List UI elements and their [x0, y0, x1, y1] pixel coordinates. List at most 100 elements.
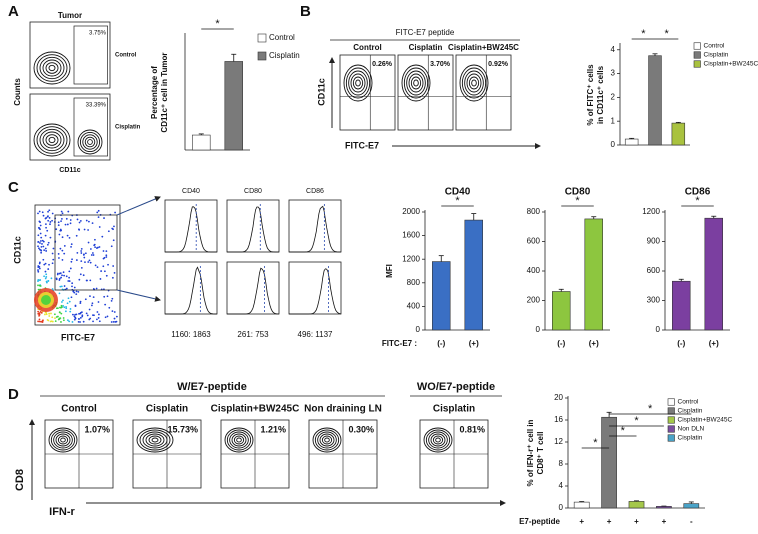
density-dot: [44, 277, 47, 280]
density-dot: [60, 276, 63, 279]
density-dot: [57, 253, 60, 255]
density-dot: [53, 313, 56, 316]
density-dot: [73, 318, 76, 321]
density-dot: [82, 274, 85, 277]
legend-swatch: [667, 398, 675, 406]
density-dot: [70, 243, 73, 246]
density-dot: [110, 299, 113, 302]
y-tick-label: 2000: [402, 207, 420, 216]
density-dot: [97, 317, 100, 319]
axis-label: CD11c: [59, 167, 81, 174]
gate-percent: 3.75%: [89, 31, 107, 37]
y-tick-label: 0: [611, 140, 616, 149]
gate-percent: 0.81%: [459, 424, 485, 434]
density-dot: [60, 306, 62, 309]
density-dot: [91, 222, 94, 225]
chart-title: CD40: [445, 187, 471, 198]
density-dot: [38, 262, 41, 265]
legend-label: Control: [678, 399, 700, 406]
density-dot: [84, 261, 86, 264]
density-dot: [94, 238, 96, 241]
x-axis-label: E7-peptide: [519, 517, 560, 526]
y-tick-label: 400: [527, 266, 541, 275]
gate-percent: 1.21%: [260, 424, 286, 434]
contour: [343, 64, 373, 102]
density-dot: [89, 279, 92, 282]
density-dot: [57, 221, 60, 224]
contour: [148, 435, 162, 445]
density-dot: [79, 273, 82, 276]
contour: [39, 128, 65, 152]
y-axis-label: Percentage of: [150, 66, 159, 119]
density-dot: [72, 290, 75, 293]
density-dot: [87, 241, 90, 244]
density-dot: [61, 212, 64, 215]
axis-label: CD11c: [12, 236, 22, 264]
contour: [352, 76, 364, 90]
density-dot: [68, 270, 71, 273]
density-dot: [80, 248, 83, 250]
contour: [79, 131, 101, 153]
density-dot: [65, 287, 68, 290]
contour: [459, 64, 489, 102]
density-dot: [75, 259, 78, 261]
gate: [73, 25, 108, 85]
y-tick-label: 0: [536, 325, 541, 334]
bar: [552, 291, 571, 331]
panel-label: C: [8, 179, 19, 196]
density-dot: [52, 247, 55, 250]
contour: [312, 427, 342, 453]
density-dot: [113, 271, 116, 274]
contour: [42, 59, 62, 77]
contour: [401, 64, 431, 102]
density-dot: [50, 312, 52, 315]
bar: [601, 416, 617, 509]
density-dot: [67, 280, 70, 282]
density-dot: [48, 209, 51, 212]
density-dot: [65, 306, 67, 308]
y-tick-label: 200: [527, 296, 541, 305]
y-tick-label: 1600: [402, 231, 420, 240]
density-dot: [92, 320, 94, 323]
contour: [82, 134, 98, 150]
x-tick-label: (+): [469, 339, 479, 348]
density-dot: [55, 278, 58, 281]
density-dot: [79, 302, 82, 304]
axis-label: FITC-E7: [345, 140, 379, 150]
panel-label: A: [8, 3, 19, 20]
x-tick-label: (-): [677, 339, 685, 348]
contour: [423, 427, 453, 453]
density-dot: [48, 263, 50, 266]
y-tick-label: 0: [656, 325, 661, 334]
histogram: [165, 266, 217, 315]
density-dot: [69, 308, 72, 310]
contour: [317, 431, 337, 449]
y-tick-label: 600: [527, 237, 541, 246]
contour: [45, 62, 59, 74]
density-dot: [47, 280, 50, 282]
plot-name: Cisplatin+BW245C: [211, 404, 300, 415]
contour: [425, 429, 451, 451]
plot-frame: [29, 93, 111, 161]
axis-label: CD8: [14, 469, 26, 491]
density-dot: [113, 225, 115, 228]
density-dot: [101, 235, 104, 238]
density-dot: [60, 217, 63, 220]
density-dot: [84, 298, 87, 301]
density-dot: [79, 300, 82, 303]
density-dot: [58, 292, 61, 295]
density-dot: [87, 229, 90, 231]
density-dot: [60, 285, 63, 288]
contour: [87, 139, 93, 145]
density-dot: [86, 314, 89, 317]
density-dot: [45, 226, 47, 229]
flow-title: Tumor: [58, 11, 82, 20]
contour: [39, 56, 65, 80]
contour: [435, 437, 441, 443]
contour: [48, 136, 56, 144]
axis-label: CD11c: [316, 78, 326, 106]
density-dot: [95, 287, 98, 290]
contour: [42, 131, 62, 149]
density-dot: [103, 270, 106, 273]
histogram: [227, 267, 280, 315]
